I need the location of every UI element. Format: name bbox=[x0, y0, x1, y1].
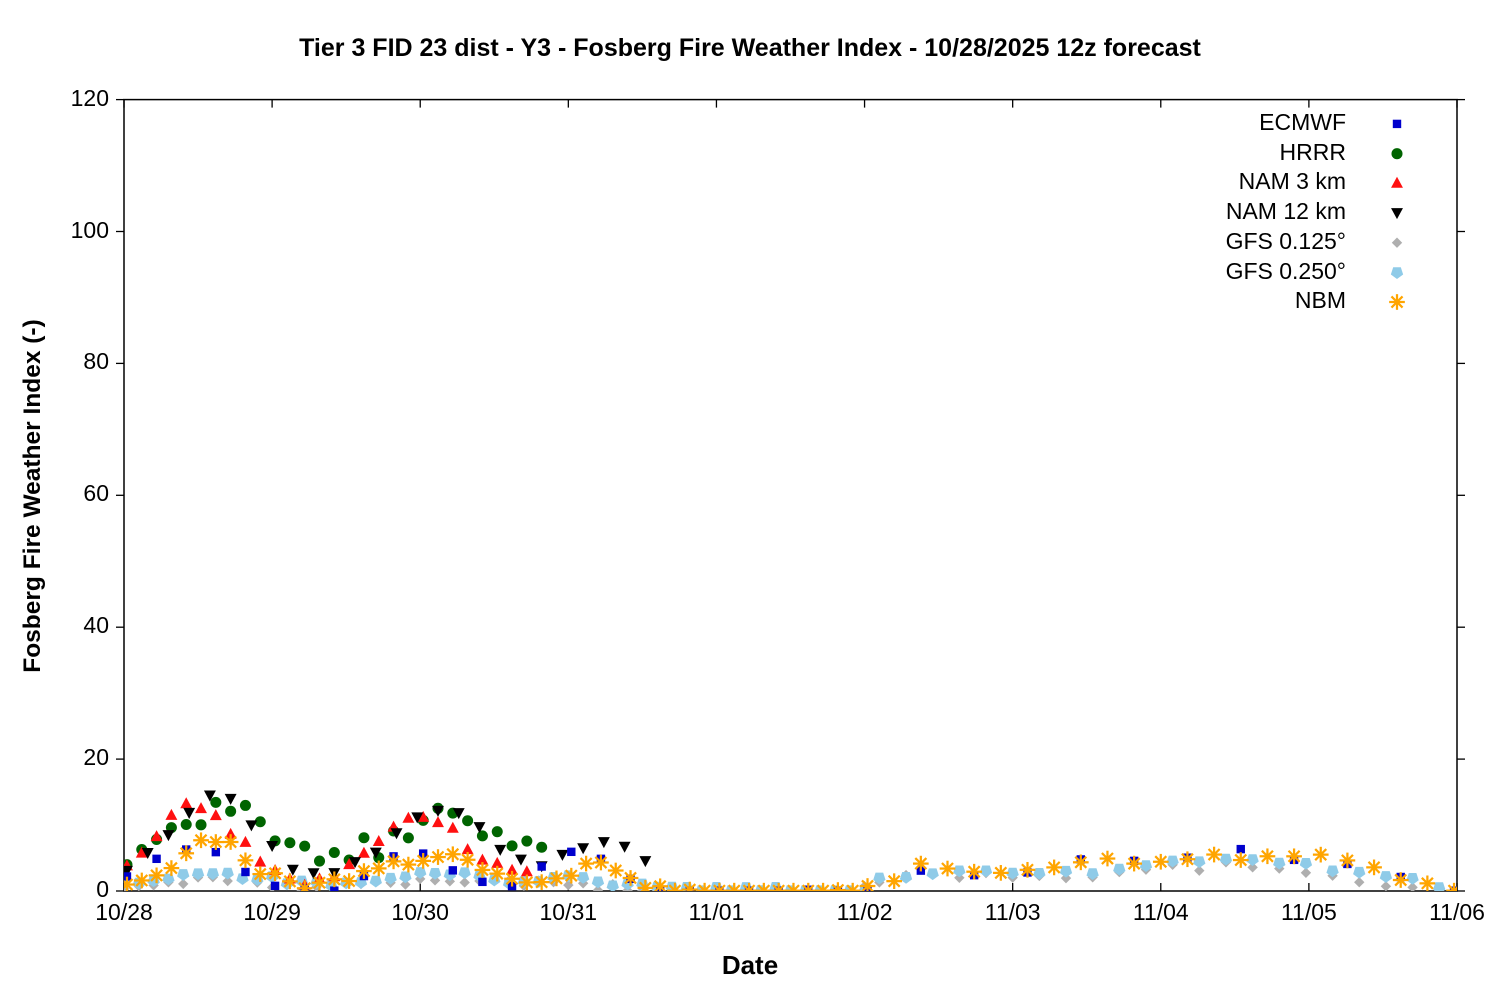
svg-text:NAM 3 km: NAM 3 km bbox=[1239, 168, 1346, 194]
svg-text:GFS 0.125°: GFS 0.125° bbox=[1226, 228, 1346, 254]
svg-text:HRRR: HRRR bbox=[1280, 139, 1346, 165]
svg-text:NAM 12 km: NAM 12 km bbox=[1226, 198, 1346, 224]
svg-text:GFS 0.250°: GFS 0.250° bbox=[1226, 258, 1346, 284]
svg-text:NBM: NBM bbox=[1295, 287, 1346, 313]
svg-text:ECMWF: ECMWF bbox=[1259, 109, 1346, 135]
